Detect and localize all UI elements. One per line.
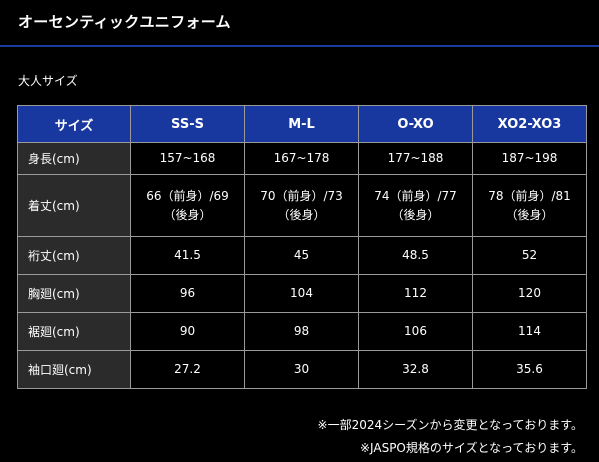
header-o-xo: O-XO	[358, 105, 473, 143]
table-cell: 104	[244, 274, 359, 313]
cell-line: （後身）	[277, 207, 326, 222]
table-cell: 52	[472, 236, 587, 275]
table-cell: 106	[358, 312, 473, 351]
footnote-change: ※一部2024シーズンから変更となっております。	[317, 418, 583, 432]
title-divider	[0, 45, 599, 47]
table-cell: 177~188	[358, 142, 473, 175]
row-label-height: 身長(cm)	[17, 142, 131, 175]
table-cell: 90	[130, 312, 245, 351]
cell-line: （後身）	[391, 207, 440, 222]
table-row: 裄丈(cm) 41.5 45 48.5 52	[17, 236, 587, 275]
table-cell: 78（前身）/81 （後身）	[472, 174, 587, 237]
table-cell: 45	[244, 236, 359, 275]
cell-line: （後身）	[163, 207, 212, 222]
row-label-cuff: 袖口廻(cm)	[17, 350, 131, 389]
table-cell: 66（前身）/69 （後身）	[130, 174, 245, 237]
table-cell: 114	[472, 312, 587, 351]
table-cell: 96	[130, 274, 245, 313]
row-label-chest: 胸廻(cm)	[17, 274, 131, 313]
table-cell: 30	[244, 350, 359, 389]
table-row: 裾廻(cm) 90 98 106 114	[17, 312, 587, 351]
page-title: オーセンティックユニフォーム	[18, 13, 231, 31]
header-xo2-xo3: XO2-XO3	[472, 105, 587, 143]
table-cell: 41.5	[130, 236, 245, 275]
table-cell: 32.8	[358, 350, 473, 389]
table-cell: 70（前身）/73 （後身）	[244, 174, 359, 237]
cell-line: 66（前身）/69	[146, 188, 229, 203]
table-cell: 187~198	[472, 142, 587, 175]
table-row: 着丈(cm) 66（前身）/69 （後身） 70（前身）/73 （後身） 74（…	[17, 174, 587, 237]
table-cell: 27.2	[130, 350, 245, 389]
table-cell: 48.5	[358, 236, 473, 275]
cell-line: （後身）	[505, 207, 554, 222]
table-cell: 98	[244, 312, 359, 351]
section-subtitle: 大人サイズ	[18, 74, 78, 88]
table-row: 袖口廻(cm) 27.2 30 32.8 35.6	[17, 350, 587, 389]
table-header-row: サイズ SS-S M-L O-XO XO2-XO3	[17, 105, 587, 143]
header-size: サイズ	[17, 105, 131, 143]
header-ss-s: SS-S	[130, 105, 245, 143]
table-row: 胸廻(cm) 96 104 112 120	[17, 274, 587, 313]
table-cell: 167~178	[244, 142, 359, 175]
footnote-jaspo: ※JASPO規格のサイズとなっております。	[359, 441, 583, 455]
table-cell: 35.6	[472, 350, 587, 389]
table-cell: 74（前身）/77 （後身）	[358, 174, 473, 237]
table-cell: 120	[472, 274, 587, 313]
table-cell: 157~168	[130, 142, 245, 175]
size-chart-table: サイズ SS-S M-L O-XO XO2-XO3 身長(cm) 157~168…	[17, 105, 587, 389]
cell-line: 70（前身）/73	[260, 188, 343, 203]
table-row: 身長(cm) 157~168 167~178 177~188 187~198	[17, 142, 587, 175]
row-label-length: 着丈(cm)	[17, 174, 131, 237]
header-m-l: M-L	[244, 105, 359, 143]
row-label-sleeve: 裄丈(cm)	[17, 236, 131, 275]
cell-line: 74（前身）/77	[374, 188, 457, 203]
cell-line: 78（前身）/81	[488, 188, 571, 203]
row-label-hem: 裾廻(cm)	[17, 312, 131, 351]
table-cell: 112	[358, 274, 473, 313]
